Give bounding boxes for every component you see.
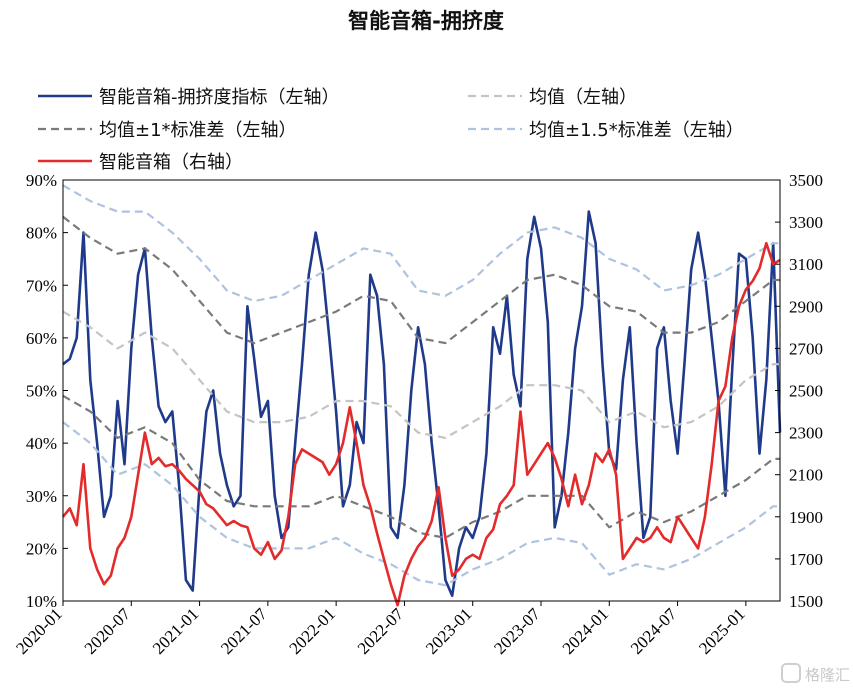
left-tick-label: 90% [26, 171, 57, 190]
x-tick-label: 2022-07 [354, 604, 408, 658]
series-line-2 [62, 215, 780, 345]
left-tick-label: 80% [26, 224, 57, 243]
series-line-4 [62, 184, 780, 303]
right-tick-label: 2500 [789, 382, 823, 401]
chart-title: 智能音箱-拥挤度 [348, 9, 504, 33]
x-tick-label: 2021-07 [217, 604, 271, 658]
watermark-logo-icon [781, 663, 801, 683]
right-tick-label: 2100 [789, 466, 823, 485]
legend-label: 均值±1*标准差（左轴） [99, 120, 297, 141]
legend-label: 均值（左轴） [529, 87, 637, 108]
left-tick-label: 70% [26, 276, 57, 295]
left-tick-label: 50% [26, 382, 57, 401]
x-tick-label: 2023-01 [422, 604, 476, 658]
x-tick-label: 2020-01 [12, 604, 66, 658]
legend-label: 均值±1.5*标准差（左轴） [529, 120, 744, 141]
right-tick-label: 2900 [789, 297, 823, 316]
legend-label: 智能音箱（右轴） [99, 152, 243, 173]
right-tick-label: 1900 [789, 508, 823, 527]
right-tick-label: 1700 [789, 550, 823, 569]
series-line-0 [62, 210, 782, 598]
right-tick-label: 2700 [789, 339, 823, 358]
series-line-5 [62, 421, 780, 587]
left-tick-label: 20% [26, 539, 57, 558]
series-line-1 [62, 310, 780, 439]
watermark-text: 格隆汇 [805, 666, 850, 684]
x-tick-label: 2021-01 [149, 604, 203, 658]
x-tick-label: 2025-01 [695, 604, 749, 658]
x-tick-label: 2023-07 [490, 604, 544, 658]
left-tick-label: 10% [26, 592, 57, 611]
left-tick-label: 60% [26, 329, 57, 348]
x-tick-label: 2020-07 [81, 604, 135, 658]
right-tick-label: 1500 [789, 592, 823, 611]
series-line-6 [61, 241, 781, 607]
legend: 智能音箱-拥挤度指标（左轴） 均值（左轴） 均值±1*标准差（左轴） 均值±1.5*标… [38, 87, 744, 173]
right-tick-label: 3300 [789, 213, 823, 232]
axes-layer: 10% 20% 30% 40% 50% 60% 70% 80% 90% 1500 1700 1900 2… [12, 171, 823, 658]
x-tick-label: 2022-01 [285, 604, 339, 658]
legend-label: 智能音箱-拥挤度指标（左轴） [99, 87, 340, 108]
left-tick-label: 30% [26, 487, 57, 506]
right-tick-label: 3500 [789, 171, 823, 190]
right-tick-label: 3100 [789, 255, 823, 274]
left-tick-label: 40% [26, 434, 57, 453]
x-tick-label: 2024-01 [559, 604, 613, 658]
watermark: 格隆汇 [781, 663, 850, 684]
x-tick-label: 2024-07 [627, 604, 681, 658]
right-tick-label: 2300 [789, 424, 823, 443]
series-layer [61, 184, 782, 607]
